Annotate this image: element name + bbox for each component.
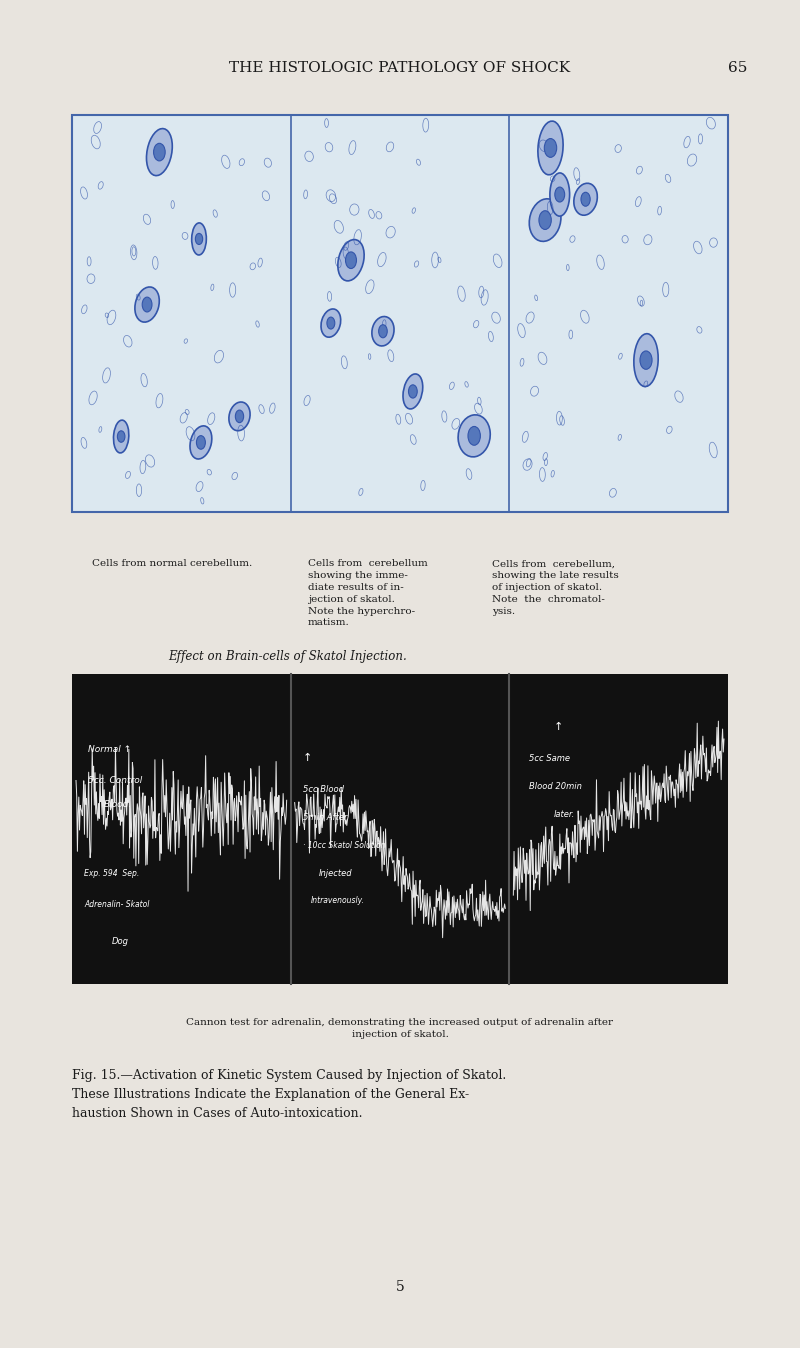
Bar: [72, 674, 728, 984]
Text: later.: later.: [554, 810, 574, 818]
Ellipse shape: [403, 373, 422, 408]
Ellipse shape: [327, 317, 334, 329]
Text: Cells from  cerebellum
showing the imme-
diate results of in-
jection of skatol.: Cells from cerebellum showing the imme- …: [308, 559, 428, 627]
Text: Fig. 15.—Activation of Kinetic System Caused by Injection of Skatol.: Fig. 15.—Activation of Kinetic System Ca…: [72, 1069, 506, 1082]
Text: Cells from normal cerebellum.: Cells from normal cerebellum.: [92, 559, 252, 569]
Ellipse shape: [235, 410, 244, 423]
Ellipse shape: [338, 240, 364, 280]
Ellipse shape: [372, 317, 394, 346]
Ellipse shape: [229, 402, 250, 431]
Ellipse shape: [574, 183, 598, 216]
Ellipse shape: [409, 384, 418, 398]
Ellipse shape: [195, 233, 202, 244]
Ellipse shape: [468, 426, 480, 445]
Ellipse shape: [581, 193, 590, 206]
Text: 5: 5: [396, 1281, 404, 1294]
Text: Exp. 594  Sep.: Exp. 594 Sep.: [84, 868, 139, 878]
Ellipse shape: [154, 143, 165, 160]
Ellipse shape: [539, 210, 551, 229]
Text: 5min After: 5min After: [302, 813, 347, 822]
Ellipse shape: [640, 350, 652, 369]
Ellipse shape: [458, 415, 490, 457]
Ellipse shape: [634, 334, 658, 387]
Text: 5cc Same: 5cc Same: [530, 754, 570, 763]
Ellipse shape: [197, 435, 206, 449]
Ellipse shape: [555, 187, 565, 202]
Ellipse shape: [550, 173, 570, 216]
Text: haustion Shown in Cases of Auto-intoxication.: haustion Shown in Cases of Auto-intoxica…: [72, 1107, 362, 1120]
Text: 5cc Blood: 5cc Blood: [302, 785, 344, 794]
Ellipse shape: [135, 287, 159, 322]
Text: Injected: Injected: [318, 868, 352, 878]
Ellipse shape: [378, 325, 387, 338]
Ellipse shape: [190, 426, 212, 458]
Text: 5cc. Control: 5cc. Control: [88, 775, 142, 785]
Ellipse shape: [142, 297, 152, 311]
Ellipse shape: [118, 431, 125, 442]
Ellipse shape: [321, 309, 341, 337]
Text: Intravenously.: Intravenously.: [310, 896, 365, 906]
Ellipse shape: [544, 139, 557, 158]
Ellipse shape: [530, 198, 561, 241]
Text: ↑: ↑: [554, 721, 562, 732]
Ellipse shape: [114, 421, 129, 453]
Ellipse shape: [192, 222, 206, 255]
Ellipse shape: [538, 121, 563, 175]
Text: THE HISTOLOGIC PATHOLOGY OF SHOCK: THE HISTOLOGIC PATHOLOGY OF SHOCK: [230, 61, 570, 74]
Text: 65: 65: [728, 61, 747, 74]
Ellipse shape: [346, 252, 357, 268]
Ellipse shape: [146, 128, 172, 175]
Text: Normal ↑: Normal ↑: [88, 744, 131, 754]
Text: Blood 20min: Blood 20min: [530, 782, 582, 791]
Text: Effect on Brain-cells of Skatol Injection.: Effect on Brain-cells of Skatol Injectio…: [168, 650, 406, 663]
Text: Cannon test for adrenalin, demonstrating the increased output of adrenalin after: Cannon test for adrenalin, demonstrating…: [186, 1018, 614, 1039]
Text: ↑: ↑: [302, 752, 312, 763]
Text: Dog: Dog: [112, 937, 129, 946]
Text: Cells from  cerebellum,
showing the late results
of injection of skatol.
Note  t: Cells from cerebellum, showing the late …: [492, 559, 618, 616]
Bar: [72, 115, 728, 512]
Text: Blood.: Blood.: [104, 801, 132, 809]
Text: Adrenalin- Skatol: Adrenalin- Skatol: [84, 899, 150, 909]
Text: These Illustrations Indicate the Explanation of the General Ex-: These Illustrations Indicate the Explana…: [72, 1088, 469, 1101]
Text: · 10cc Skatol Solution: · 10cc Skatol Solution: [302, 841, 385, 849]
